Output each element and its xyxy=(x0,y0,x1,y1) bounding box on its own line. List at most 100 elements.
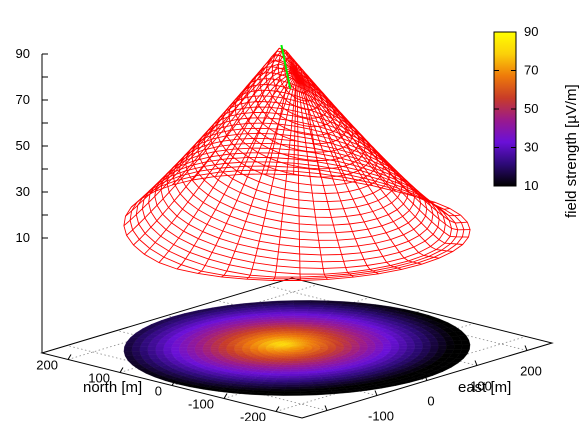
base-cell xyxy=(210,347,219,350)
x-tick-label: 100 xyxy=(470,379,492,394)
y-tick xyxy=(275,406,280,412)
base-cell xyxy=(374,348,384,352)
base-cell xyxy=(422,345,431,350)
base-cell xyxy=(298,364,306,368)
base-cell xyxy=(290,369,299,372)
surface-spoke xyxy=(131,59,298,208)
base-cell xyxy=(293,300,311,303)
base-cell xyxy=(438,344,447,350)
base-cell xyxy=(398,345,408,349)
x-axis-label: east [m] xyxy=(458,379,511,396)
base-cell xyxy=(303,324,313,327)
base-cell xyxy=(155,350,165,355)
base-cell xyxy=(202,344,213,348)
surface-spoke xyxy=(296,74,469,238)
base-cell xyxy=(281,369,291,372)
base-cell xyxy=(277,375,290,379)
x-tick xyxy=(324,405,328,411)
base-cell xyxy=(241,345,251,348)
base-cell xyxy=(297,362,305,366)
base-cell xyxy=(186,344,197,348)
base-cell xyxy=(389,348,400,352)
base-cell xyxy=(306,313,320,316)
y-tick xyxy=(223,393,228,399)
base-cell xyxy=(294,354,298,357)
base-cell xyxy=(390,345,400,349)
base-cell xyxy=(430,345,439,350)
base-cell xyxy=(276,300,294,304)
surface-spoke xyxy=(221,74,298,278)
base-cell xyxy=(178,346,188,351)
base-cell xyxy=(274,380,288,383)
colorbar-label: field strength [µV/m] xyxy=(563,84,580,218)
surface-spoke xyxy=(158,74,298,263)
base-cell xyxy=(278,373,290,377)
x-tick xyxy=(524,345,528,351)
base-cell xyxy=(163,346,172,351)
surface-spoke xyxy=(296,71,373,186)
z-tick-label: 30 xyxy=(16,184,30,199)
surface-spoke xyxy=(296,74,422,265)
y-axis-label: north [m] xyxy=(83,379,142,396)
base-cell xyxy=(282,367,292,370)
base-cell xyxy=(301,328,310,331)
base-cell xyxy=(445,340,455,346)
base-cell xyxy=(390,343,400,347)
base-cell xyxy=(304,319,316,323)
y-tick-label: -100 xyxy=(188,397,214,412)
base-cell xyxy=(294,321,305,325)
base-cell xyxy=(284,388,301,392)
base-cell xyxy=(147,346,156,352)
surface-spoke xyxy=(197,74,298,274)
base-cell xyxy=(302,326,312,329)
base-cell xyxy=(170,350,180,354)
surface-spoke xyxy=(272,75,298,281)
base-cell xyxy=(294,313,308,316)
base-cell xyxy=(294,308,309,312)
z-tick-label: 10 xyxy=(16,230,30,245)
surface-spoke xyxy=(296,75,402,270)
base-cell xyxy=(295,326,304,329)
base-cell xyxy=(293,304,310,308)
base-cell xyxy=(350,348,361,351)
base-frame xyxy=(40,277,554,419)
surface-spoke xyxy=(293,62,298,175)
base-cell xyxy=(123,346,133,352)
surface-spoke xyxy=(123,67,298,227)
base-cell xyxy=(437,340,447,346)
surface-spoke xyxy=(296,75,301,281)
x-tick-label: 0 xyxy=(427,394,434,409)
base-cell xyxy=(304,317,317,321)
x-tick-label: -100 xyxy=(368,409,394,421)
surface-spoke xyxy=(296,75,354,278)
surface-spoke xyxy=(133,72,298,246)
base-cell xyxy=(421,341,431,346)
base-cell xyxy=(285,384,300,388)
surface-spoke xyxy=(296,74,436,204)
x-tick xyxy=(474,360,478,366)
base-cell xyxy=(293,302,311,305)
base-cell xyxy=(286,380,300,383)
base-cell xyxy=(155,346,164,351)
base-cell xyxy=(163,350,173,355)
z-tick-label: 50 xyxy=(16,138,30,153)
base-cell xyxy=(249,346,259,348)
surface-wireframe xyxy=(123,44,471,281)
base-cell xyxy=(170,346,180,351)
base-cell xyxy=(194,347,204,351)
y-tick xyxy=(67,354,72,360)
surface-spoke xyxy=(296,73,397,192)
base-cell xyxy=(218,347,227,350)
base-cell xyxy=(178,350,188,354)
base-cell xyxy=(294,315,307,318)
grid-line xyxy=(66,345,328,411)
base-cell xyxy=(295,334,301,338)
base-cell xyxy=(383,345,392,349)
surface-spoke xyxy=(296,74,471,231)
base-cell xyxy=(194,349,204,353)
y-tick xyxy=(171,380,176,386)
x-tick xyxy=(374,390,378,396)
base-cell xyxy=(293,306,309,310)
